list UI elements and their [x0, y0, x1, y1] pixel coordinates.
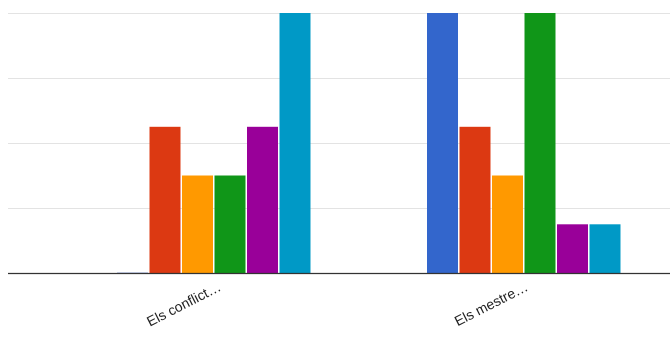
bar [459, 126, 491, 274]
bar [214, 175, 246, 273]
bar [117, 272, 148, 273]
bar [279, 13, 311, 273]
bar [247, 126, 278, 274]
bar [182, 175, 213, 273]
bar [149, 126, 181, 274]
bars [117, 13, 621, 274]
x-tick-label: Els conflict… [144, 278, 223, 329]
bar [589, 224, 621, 274]
bar [557, 224, 588, 274]
bar [492, 175, 523, 273]
bar [524, 13, 556, 273]
x-tick-label: Els mestre… [452, 278, 531, 329]
bar [427, 13, 458, 273]
gridlines [8, 13, 670, 209]
x-axis: Els conflict… Els mestre… [8, 272, 670, 329]
